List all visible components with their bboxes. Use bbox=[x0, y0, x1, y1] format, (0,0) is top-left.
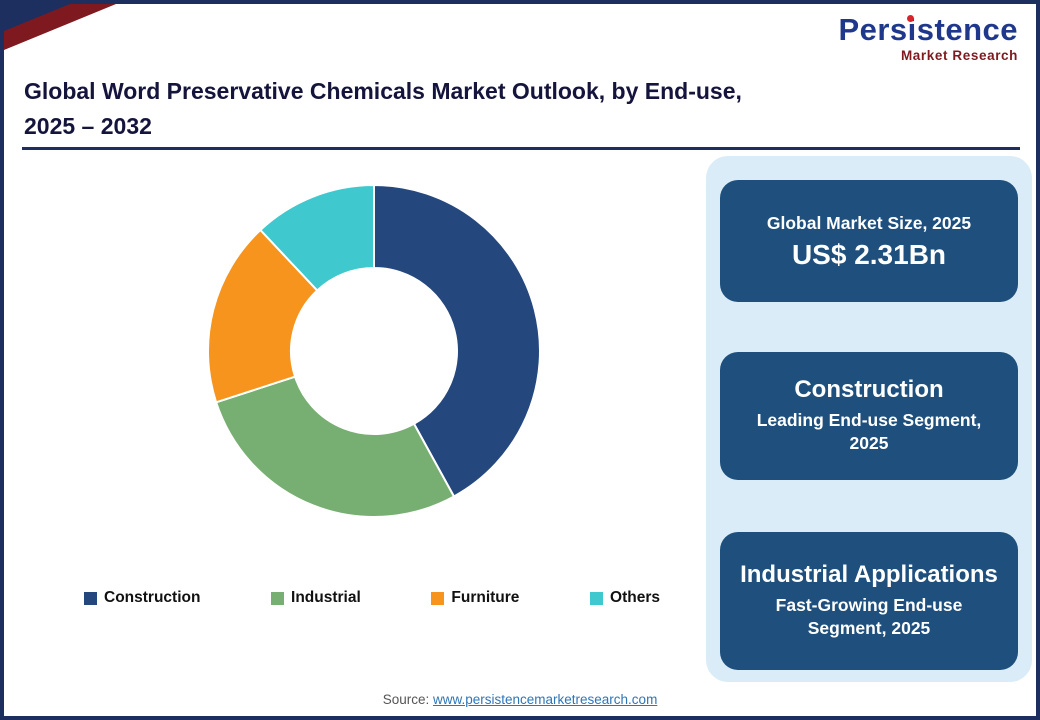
brand-logo-subtitle: Market Research bbox=[900, 47, 1018, 63]
legend-swatch-construction bbox=[84, 591, 97, 605]
source-label: Source: bbox=[382, 692, 430, 707]
donut-segment-industrial bbox=[215, 375, 455, 518]
leading-segment-subtitle: Leading End-use Segment, 2025 bbox=[756, 409, 982, 454]
source-link[interactable]: www.persistencemarketresearch.com bbox=[432, 692, 658, 707]
logo-i-dot bbox=[907, 15, 915, 22]
donut-segment-others bbox=[259, 184, 375, 292]
leading-segment-card: Construction Leading End-use Segment, 20… bbox=[720, 352, 1018, 480]
page-title: Global Word Preservative Chemicals Marke… bbox=[24, 74, 742, 144]
legend-swatch-others bbox=[590, 591, 604, 605]
source-line: Source: www.persistencemarketresearch.co… bbox=[4, 692, 1036, 707]
fastest-growing-card: Industrial Applications Fast-Growing End… bbox=[720, 532, 1018, 670]
brand-logo: Persistence Market Research bbox=[838, 12, 1018, 63]
brand-logo-wordmark: Persistence bbox=[838, 12, 1018, 47]
market-size-value: US$ 2.31Bn bbox=[791, 239, 947, 271]
chart-legend: Construction Industrial Furniture Others bbox=[84, 589, 660, 607]
title-divider bbox=[22, 147, 1020, 150]
legend-item-others: Others bbox=[590, 589, 660, 607]
fastest-growing-subtitle: Fast-Growing End-use Segment, 2025 bbox=[775, 594, 963, 639]
donut-segment-furniture bbox=[207, 228, 319, 404]
legend-swatch-industrial bbox=[271, 591, 285, 605]
fastest-growing-title: Industrial Applications bbox=[740, 560, 998, 588]
leading-segment-title: Construction bbox=[794, 375, 944, 403]
page-title-line1: Global Word Preservative Chemicals Marke… bbox=[24, 78, 742, 104]
legend-item-industrial: Industrial bbox=[271, 589, 361, 607]
market-size-label: Global Market Size, 2025 bbox=[766, 212, 972, 233]
legend-swatch-furniture bbox=[431, 591, 445, 605]
legend-label-industrial: Industrial bbox=[291, 589, 361, 606]
donut-segment-construction bbox=[373, 184, 541, 498]
market-size-card: Global Market Size, 2025 US$ 2.31Bn bbox=[720, 180, 1018, 302]
legend-label-furniture: Furniture bbox=[451, 589, 520, 606]
page-title-line2: 2025 – 2032 bbox=[24, 113, 152, 139]
legend-label-others: Others bbox=[610, 589, 660, 606]
brand-logo-text: Persistence bbox=[838, 12, 1018, 47]
legend-item-construction: Construction bbox=[84, 589, 200, 607]
donut-chart bbox=[207, 184, 541, 518]
legend-item-furniture: Furniture bbox=[431, 589, 519, 607]
legend-label-construction: Construction bbox=[104, 589, 201, 606]
highlight-panel: Global Market Size, 2025 US$ 2.31Bn Cons… bbox=[706, 156, 1032, 682]
corner-decoration bbox=[4, 4, 116, 50]
